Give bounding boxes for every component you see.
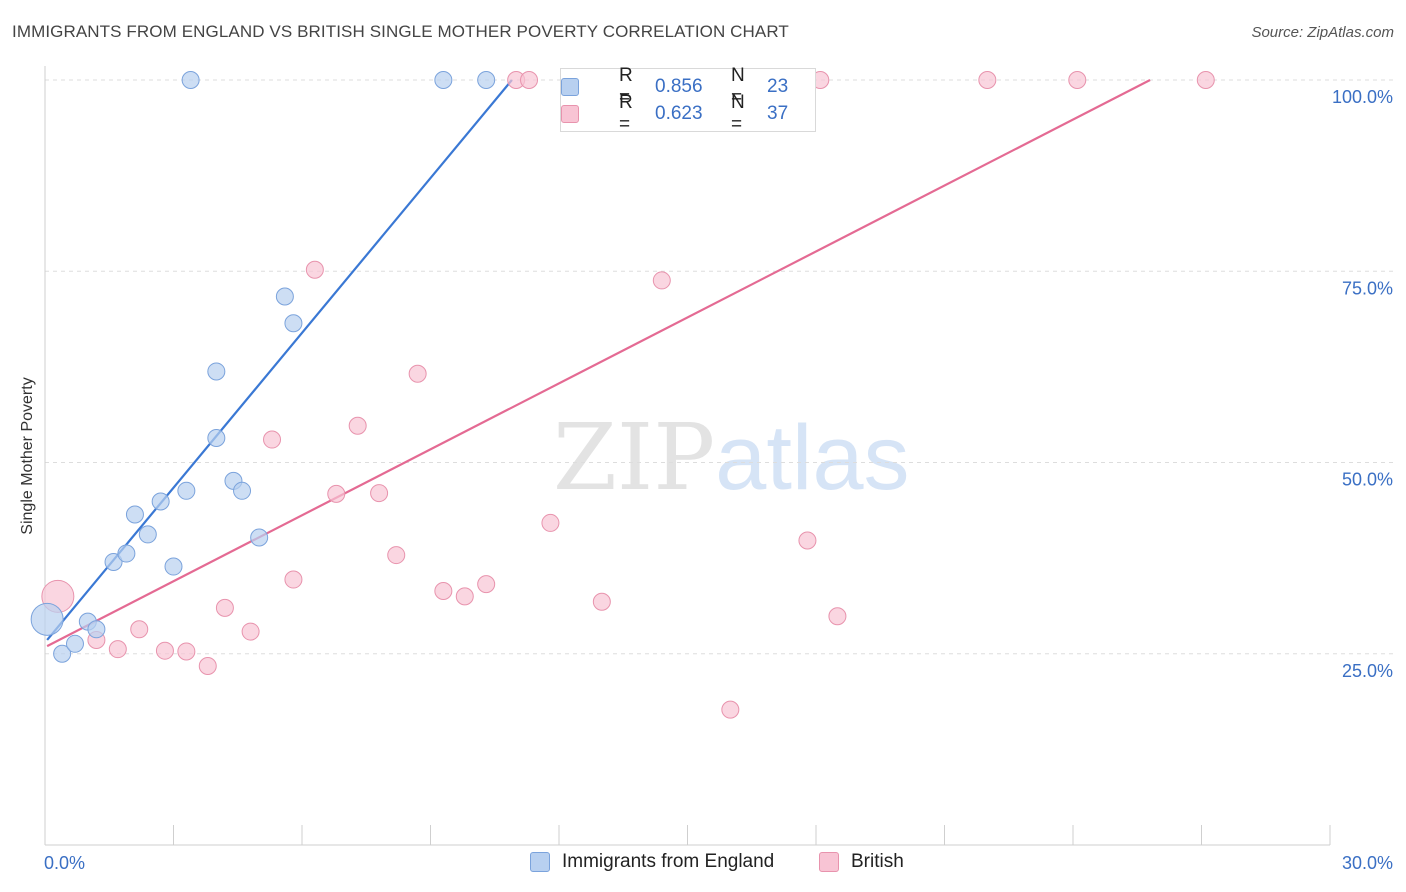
watermark-zip: ZIP [553,404,716,511]
british-point [434,582,453,601]
y-tick-label: 75.0% [1342,278,1393,298]
legend-n-value: 37 [767,103,789,124]
england-point [65,634,84,653]
axes [44,66,1331,846]
england-point [117,544,136,563]
data-points [30,71,1215,719]
british-point [284,570,303,589]
british-point [455,587,474,606]
legend-r-label: R = [619,65,633,108]
grid-lines [45,79,1395,655]
england-point [104,552,123,571]
british-point [348,416,367,435]
chart-title: IMMIGRANTS FROM ENGLAND VS BRITISH SINGL… [12,22,789,41]
x-tick-label: 30.0% [1342,853,1393,873]
british-point [263,430,282,449]
england-point [275,287,294,306]
england-point [434,71,453,89]
british-point [1068,71,1087,89]
british-point [387,546,406,565]
england-point [87,620,106,639]
british-point [177,642,196,661]
england-point [477,71,496,89]
watermark: ZIPatlas [553,404,910,511]
british-point [520,71,539,89]
british-trend-line [46,79,1151,648]
england-point [177,481,196,500]
england-point [284,314,303,333]
watermark-atlas: atlas [715,407,910,509]
british-point [721,700,740,719]
british-point [828,607,847,626]
england-point [53,644,72,663]
england-point [138,525,157,544]
british-point [215,598,234,617]
british-swatch [819,852,839,872]
england-point [151,492,170,511]
y-tick-label: 25.0% [1342,661,1393,681]
british-point [130,620,149,639]
england-swatch [530,852,550,872]
legend-r-value: 0.856 [655,76,703,97]
british-point [108,640,127,659]
bottom-legend-british-label: British [851,851,904,872]
british-point [198,656,217,675]
british-point [592,592,611,611]
england-point [125,505,144,524]
british-point [408,364,427,383]
bottom-legend-british: British [819,851,904,873]
british-swatch [561,105,579,123]
british-point [652,271,671,290]
x-tick-label: 0.0% [44,853,85,873]
y-tick-label: 100.0% [1332,87,1393,107]
bottom-legend-england-label: Immigrants from England [562,851,775,872]
bottom-legend-england: Immigrants from England [530,851,774,873]
british-point [1196,71,1215,89]
trend-lines [46,79,1151,648]
england-point [164,557,183,576]
legend-n-label: N = [731,92,745,135]
england-point [181,71,200,89]
england-point [233,481,252,500]
source-label: Source: ZipAtlas.com [1251,24,1394,41]
legend-r-label: R = [619,92,633,135]
legend-n-label: N = [731,65,745,108]
british-point [541,513,560,532]
british-point [241,622,260,641]
tick-labels: 25.0% 50.0% 75.0% 100.0% 0.0% 30.0% [44,87,1393,873]
england-point [207,429,226,448]
legend-r-value: 0.623 [655,103,703,124]
england-point [250,528,269,547]
england-swatch [561,78,579,96]
england-point [207,362,226,381]
british-point [477,575,496,594]
y-tick-label: 50.0% [1342,470,1393,490]
british-point [978,71,997,89]
british-point [327,484,346,503]
british-point [370,484,389,503]
british-point [155,641,174,660]
england-point [30,602,64,636]
legend-n-value: 23 [767,76,789,97]
stats-legend: R = 0.856 N = 23 R = 0.623 N = 37 [560,65,816,135]
british-point [305,260,324,279]
british-point [798,531,817,550]
